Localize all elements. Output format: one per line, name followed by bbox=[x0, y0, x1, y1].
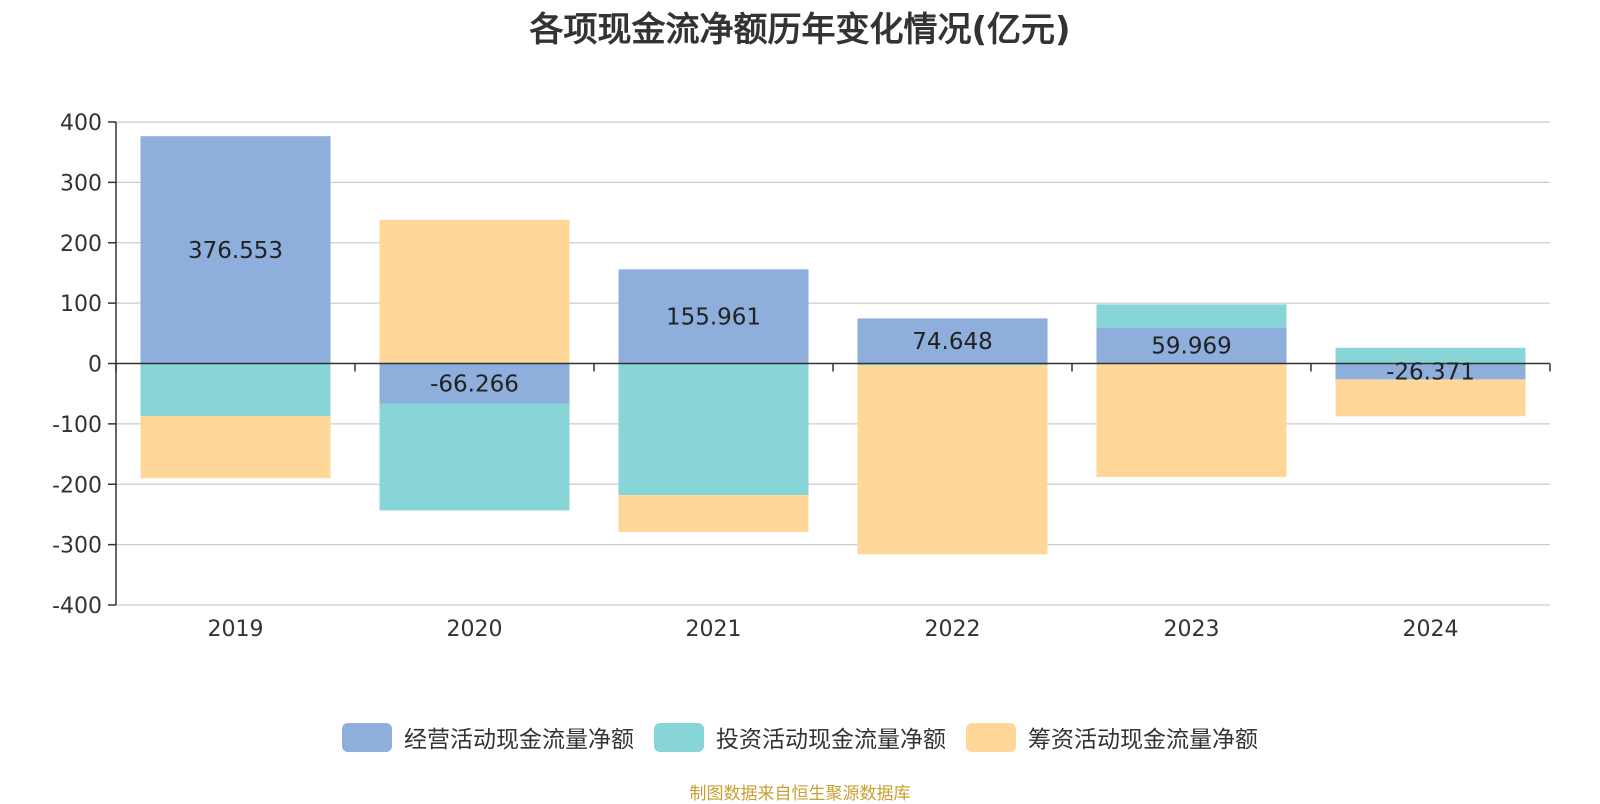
y-tick-label: 400 bbox=[60, 111, 102, 136]
data-label: -66.266 bbox=[430, 372, 519, 398]
legend-swatch bbox=[342, 722, 392, 752]
bar-segment bbox=[379, 403, 570, 511]
bar-segment bbox=[1335, 347, 1526, 364]
x-tick-label: 2019 bbox=[208, 617, 264, 642]
bar-segment bbox=[1335, 379, 1526, 417]
data-label: 74.648 bbox=[912, 329, 992, 355]
bar-segment bbox=[140, 416, 331, 479]
data-label: 376.553 bbox=[188, 238, 283, 264]
bar-segment bbox=[1096, 327, 1287, 364]
bar-segment bbox=[1096, 304, 1287, 328]
bar-segment bbox=[857, 318, 1048, 364]
legend-label: 筹资活动现金流量净额 bbox=[1028, 727, 1258, 753]
data-label: 155.961 bbox=[666, 304, 761, 330]
legend-label: 经营活动现金流量净额 bbox=[404, 727, 634, 753]
bars bbox=[140, 136, 1526, 555]
x-tick-label: 2020 bbox=[447, 617, 503, 642]
y-tick-label: -400 bbox=[52, 594, 102, 619]
x-tick-label: 2022 bbox=[925, 617, 981, 642]
bar-segment bbox=[379, 363, 570, 404]
data-labels: 376.553 -66.266 155.961 74.648 59.969 -26.371 bbox=[188, 238, 1475, 398]
bar-segment bbox=[140, 363, 331, 417]
data-label: -26.371 bbox=[1386, 359, 1475, 385]
legend-swatch bbox=[966, 722, 1016, 752]
legend-label: 投资活动现金流量净额 bbox=[716, 727, 946, 753]
bar-segment bbox=[1335, 363, 1526, 380]
y-tick-label: 300 bbox=[60, 171, 102, 196]
bar-segment bbox=[857, 365, 1048, 555]
grid-lines bbox=[116, 121, 1550, 606]
x-tick-label: 2023 bbox=[1164, 617, 1220, 642]
y-tick-label: -200 bbox=[52, 473, 102, 498]
x-tick-label: 2021 bbox=[686, 617, 742, 642]
chart-title: 各项现金流净额历年变化情况(亿元) bbox=[529, 10, 1071, 50]
bar-segment bbox=[857, 363, 1048, 366]
y-tick-label: 100 bbox=[60, 292, 102, 317]
legend: 经营活动现金流量净额 投资活动现金流量净额 筹资活动现金流量净额 bbox=[0, 720, 1600, 754]
y-tick-label: -100 bbox=[52, 413, 102, 438]
axes: 400 300 200 100 0 -100 -200 -300 -400 2019 2020 202… bbox=[52, 111, 1551, 642]
bar-segment bbox=[1096, 363, 1287, 478]
y-tick-label: -300 bbox=[52, 534, 102, 559]
source-note: 制图数据来自恒生聚源数据库 bbox=[689, 784, 911, 804]
y-tick-label: 0 bbox=[88, 353, 102, 378]
bar-segment bbox=[140, 136, 331, 364]
legend-item[interactable]: 筹资活动现金流量净额 bbox=[966, 720, 1258, 754]
x-tick-label: 2024 bbox=[1403, 617, 1459, 642]
bar-segment bbox=[618, 495, 809, 532]
bar-segment bbox=[618, 363, 809, 496]
bar-segment bbox=[379, 219, 570, 364]
legend-swatch bbox=[654, 722, 704, 752]
y-tick-label: 200 bbox=[60, 232, 102, 257]
data-label: 59.969 bbox=[1151, 333, 1231, 359]
legend-item[interactable]: 投资活动现金流量净额 bbox=[654, 720, 946, 754]
legend-item[interactable]: 经营活动现金流量净额 bbox=[342, 720, 634, 754]
bar-segment bbox=[618, 269, 809, 364]
